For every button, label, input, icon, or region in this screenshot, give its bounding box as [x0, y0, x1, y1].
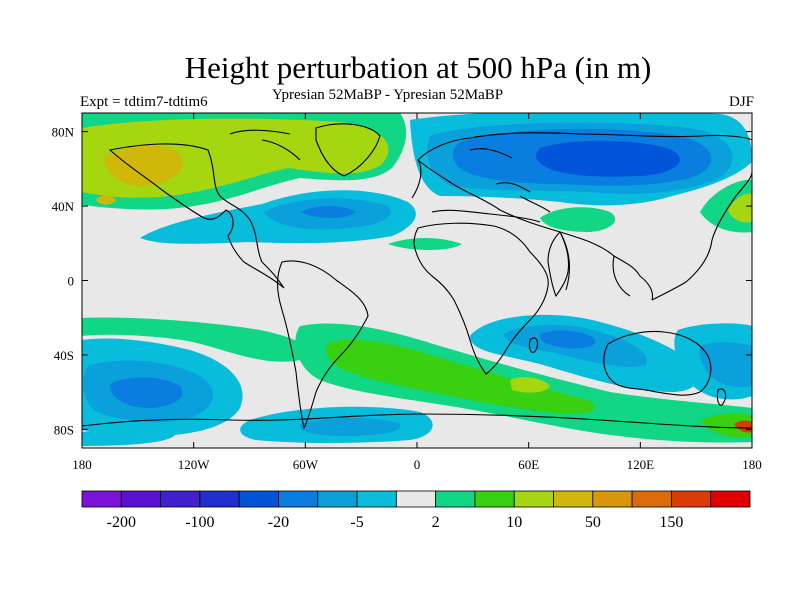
lon-tick-label: 0: [414, 457, 421, 472]
colorbar-box: [120, 490, 161, 508]
lon-tick-label: 60E: [518, 457, 539, 472]
colorbar-box: [199, 490, 240, 508]
colorbar-box: [671, 490, 712, 508]
lon-tick-label: 120W: [178, 457, 211, 472]
contour-tropical-atlantic-positive: [388, 238, 462, 250]
contour-ne-negative-100: [535, 140, 680, 177]
coastline-south-america: [276, 260, 369, 430]
colorbar-box: [356, 490, 397, 508]
lon-tick-label: 180: [742, 457, 762, 472]
contour-se-positive-20: [325, 339, 595, 414]
coastline-africa: [413, 222, 549, 375]
colorbar-box: [553, 490, 594, 508]
lat-tick-label: 80S: [54, 422, 74, 437]
colorbar-label: -100: [185, 514, 214, 531]
contour-sw-negative-50: [110, 377, 183, 408]
coastline-antarctica: [82, 413, 752, 429]
contour-pacific-east-positive-2: [728, 193, 752, 223]
colorbar-label: -20: [268, 514, 289, 531]
season-label: DJF: [728, 94, 754, 110]
contour-antarctic-negative-2: [299, 418, 401, 436]
contour-sw-negative-5: [82, 317, 308, 362]
coastline-australia: [603, 330, 712, 396]
colorbar-box: [317, 490, 358, 508]
experiment-subtitle: Ypresian 52MaBP - Ypresian 52MaBP: [272, 87, 504, 103]
coastline-north-america: [108, 143, 285, 289]
colorbar-label: -200: [107, 514, 136, 531]
contour-mid-negative-band-3: [300, 206, 356, 218]
colorbar-box: [474, 490, 515, 508]
lat-tick-label: 40N: [52, 199, 75, 214]
colorbar-box: [592, 490, 633, 508]
contour-field: [82, 113, 752, 446]
contour-australia-negative-2: [699, 342, 752, 388]
colorbar-label: -5: [350, 514, 363, 531]
colorbar-box: [435, 490, 476, 508]
colorbar-label: 10: [506, 514, 522, 531]
colorbar-box: [513, 490, 554, 508]
colorbar: -200 -100 -20 -5 2 10 50 150: [81, 490, 751, 531]
chart-title: Height perturbation at 500 hPa (in m): [184, 50, 652, 85]
contour-antarctic-west: [82, 429, 176, 446]
lon-tick-label: 120E: [627, 457, 655, 472]
contour-nw-positive-50-small: [96, 195, 116, 205]
colorbar-box: [278, 490, 319, 508]
colorbar-box: [160, 490, 201, 508]
coastline-greenland: [315, 123, 381, 177]
colorbar-label: 150: [659, 514, 683, 531]
lat-tick-label: 0: [68, 274, 75, 289]
coastline-mediterranean: [431, 209, 541, 223]
colorbar-box: [81, 490, 122, 508]
colorbar-label: 50: [585, 514, 601, 531]
contour-nw-positive-50: [104, 145, 184, 187]
coastline-madagascar: [528, 337, 539, 353]
contour-se-positive-50: [510, 377, 550, 393]
latitude-axis: 80N 40N 0 40S 80S: [52, 125, 752, 437]
coastlines: [82, 123, 752, 430]
contour-se-positive-east: [700, 413, 752, 438]
colorbar-box: [395, 490, 437, 508]
lat-tick-label: 80N: [52, 125, 75, 140]
lon-tick-label: 60W: [293, 457, 319, 472]
colorbar-box: [631, 490, 672, 508]
coastline-india: [547, 231, 570, 298]
coastline-new-zealand: [716, 388, 727, 406]
lat-tick-label: 40S: [54, 348, 74, 363]
experiment-label: Expt = tdtim7-tdtim6: [80, 94, 208, 110]
colorbar-box: [238, 490, 279, 508]
colorbar-box: [710, 490, 751, 508]
lon-tick-label: 180: [72, 457, 92, 472]
contour-central-asia-positive: [540, 207, 616, 232]
contour-indian-negative-50: [539, 330, 596, 349]
coastline-arctic-islands: [469, 148, 551, 213]
longitude-axis: 180 120W 60W 0 60E 120E 180: [72, 113, 762, 472]
colorbar-label: 2: [432, 514, 440, 531]
coastline-arctic-canada: [229, 129, 301, 161]
